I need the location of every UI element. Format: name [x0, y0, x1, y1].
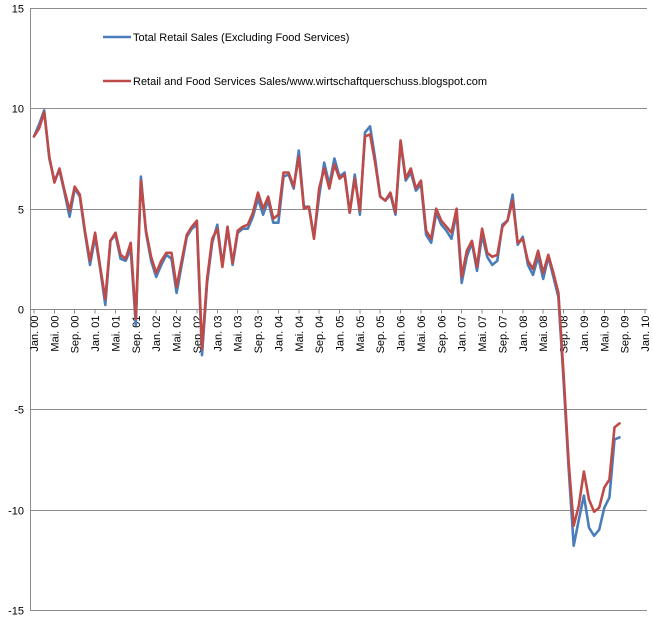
y-tick-label: 10 — [12, 104, 24, 116]
x-tick-label: Mai. 04 — [294, 316, 306, 352]
x-tick-label: Sep. 04 — [314, 316, 326, 354]
y-tick-label: 15 — [12, 4, 24, 16]
y-tick-label: -10 — [8, 506, 24, 518]
legend: Total Retail Sales (Excluding Food Servi… — [103, 32, 487, 88]
x-tick-labels: Jan. 00 Mai. 00 Sep. 00 Jan. 01 Mai. 01 Sep. … — [29, 316, 652, 354]
x-tick-label: Jan. 03 — [212, 316, 224, 352]
x-tick-label: Jan. 10 — [640, 316, 652, 352]
x-tick-label: Sep. 05 — [375, 316, 387, 354]
x-tick-label: Jan. 00 — [29, 316, 41, 352]
y-tick-label: 0 — [18, 305, 24, 317]
legend-label-total-retail: Total Retail Sales (Excluding Food Servi… — [133, 32, 349, 44]
x-tick-label: Sep. 00 — [70, 316, 82, 354]
x-tick-label: Mai. 01 — [110, 316, 122, 352]
x-tick-label: Jan. 02 — [151, 316, 163, 352]
x-tick-label: Jan. 01 — [90, 316, 102, 352]
x-tick-label: Mai. 02 — [172, 316, 184, 352]
x-tick-label: Mai. 07 — [477, 316, 489, 352]
x-tick-label: Sep. 01 — [131, 316, 143, 354]
gridlines — [30, 8, 647, 611]
series-lines — [32, 109, 621, 548]
y-tick-label: -15 — [8, 606, 24, 618]
x-tick-label: Jan. 04 — [273, 316, 285, 352]
x-tick-label: Mai. 00 — [49, 316, 61, 352]
x-tick-label: Jan. 08 — [518, 316, 530, 352]
x-tick-label: Mai. 06 — [416, 316, 428, 352]
x-tick-label: Sep. 06 — [436, 316, 448, 354]
x-tick-label: Mai. 09 — [599, 316, 611, 352]
x-tick-label: Sep. 07 — [497, 316, 509, 354]
legend-label-retail-food: Retail and Food Services Sales/www.wirts… — [133, 76, 487, 88]
x-tick-label: Jan. 09 — [579, 316, 591, 352]
x-tick-label: Sep. 09 — [620, 316, 632, 354]
y-tick-labels: -15 -10 -5 0 5 10 15 — [8, 4, 24, 618]
series-line-1 — [32, 111, 621, 528]
x-tick-label: Jan. 05 — [335, 316, 347, 352]
x-tick-label: Sep. 03 — [253, 316, 265, 354]
x-tick-label: Mai. 08 — [538, 316, 550, 352]
x-tick-label: Mai. 05 — [355, 316, 367, 352]
x-tick-label: Mai. 03 — [233, 316, 245, 352]
y-tick-label: 5 — [18, 205, 24, 217]
y-tick-label: -5 — [14, 405, 24, 417]
x-tick-label: Jan. 06 — [396, 316, 408, 352]
x-tick-label: Jan. 07 — [457, 316, 469, 352]
